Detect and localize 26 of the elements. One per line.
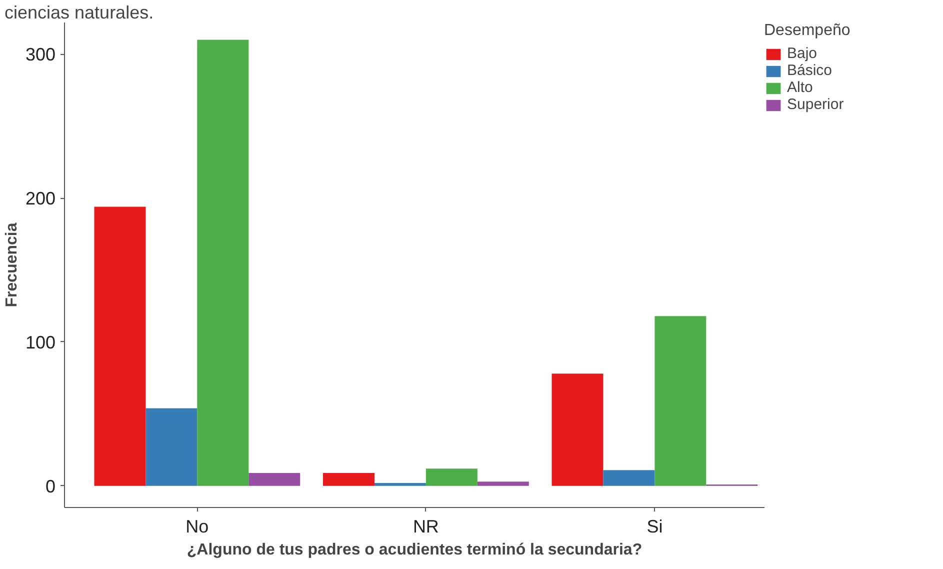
x-axis-title: ¿Alguno de tus padres o acudientes terminó la secundaria? bbox=[186, 542, 642, 558]
bar bbox=[654, 316, 706, 486]
legend-title: Desempeño bbox=[764, 22, 850, 40]
y-axis-title: Frecuencia bbox=[3, 222, 20, 308]
y-tick-label: 200 bbox=[25, 188, 56, 209]
legend-label: Bajo bbox=[787, 45, 818, 62]
bar bbox=[322, 472, 374, 486]
x-tick-label: Si bbox=[646, 516, 663, 536]
y-tick-label: 300 bbox=[25, 44, 56, 65]
bar bbox=[603, 470, 655, 486]
legend-label: Alto bbox=[787, 79, 813, 96]
y-tick-label: 0 bbox=[45, 476, 56, 496]
bar bbox=[197, 40, 249, 486]
x-tick-label: NR bbox=[412, 516, 439, 536]
bar bbox=[94, 206, 146, 486]
chart-title: ciencias naturales. bbox=[4, 2, 154, 22]
legend-label: Básico bbox=[787, 62, 832, 79]
bar bbox=[552, 374, 604, 486]
bar bbox=[426, 468, 478, 486]
bar bbox=[248, 472, 300, 486]
legend-label: Superior bbox=[787, 96, 844, 113]
y-tick-label: 100 bbox=[25, 332, 56, 352]
x-tick-label: No bbox=[186, 516, 209, 536]
bar bbox=[146, 408, 198, 486]
bar bbox=[477, 482, 529, 486]
bar bbox=[374, 483, 426, 486]
